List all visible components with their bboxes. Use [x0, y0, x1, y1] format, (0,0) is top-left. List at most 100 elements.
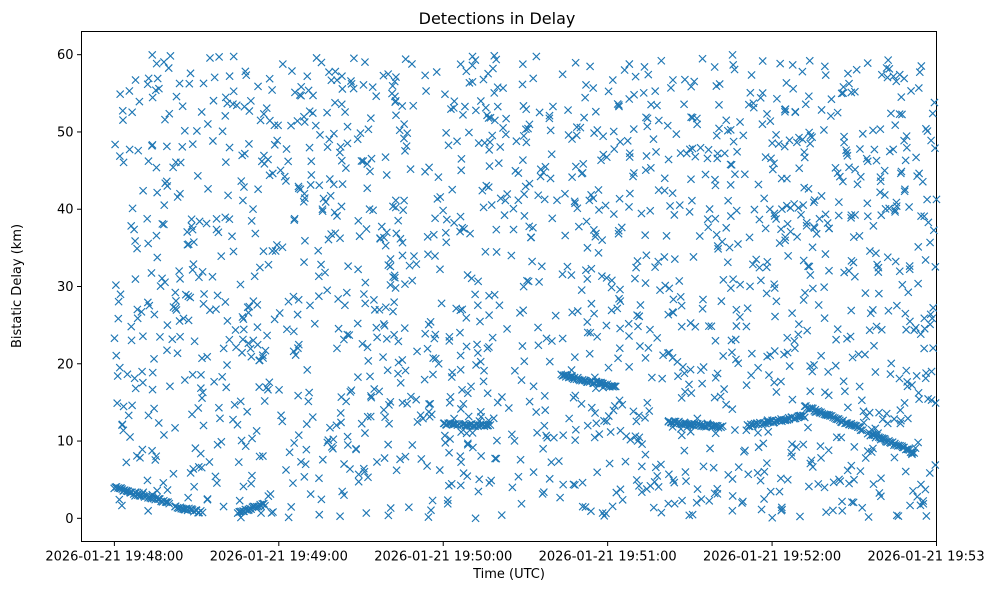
detection-marker — [722, 116, 731, 125]
detection-marker — [564, 131, 573, 140]
detection-marker — [302, 420, 311, 429]
detection-marker — [897, 93, 906, 102]
detection-marker — [591, 107, 600, 116]
detection-marker — [384, 261, 393, 270]
detection-marker — [370, 385, 379, 394]
detection-marker — [629, 407, 638, 416]
detection-marker — [771, 312, 780, 321]
detection-marker — [516, 455, 525, 464]
detection-marker — [273, 136, 282, 145]
detection-marker — [281, 176, 290, 185]
detection-marker — [719, 275, 728, 284]
detection-marker — [336, 142, 345, 151]
detection-marker — [484, 183, 493, 192]
detection-marker — [817, 191, 826, 200]
detection-marker — [208, 136, 217, 145]
detection-marker — [219, 502, 228, 511]
detection-marker — [614, 102, 623, 111]
detection-marker — [341, 108, 350, 117]
detection-marker — [874, 289, 883, 298]
detection-marker — [734, 359, 743, 368]
detection-marker — [221, 297, 230, 306]
detection-marker — [340, 460, 349, 469]
detection-marker — [835, 475, 844, 484]
detection-marker — [342, 288, 351, 297]
detection-marker — [305, 143, 314, 152]
detection-marker — [577, 286, 586, 295]
detection-marker — [782, 78, 791, 87]
detection-marker — [583, 243, 592, 252]
chart-title: Detections in Delay — [419, 9, 576, 28]
detection-marker — [519, 101, 528, 110]
detection-marker — [450, 97, 459, 106]
detection-marker — [777, 503, 786, 512]
detection-marker — [228, 232, 237, 241]
detection-marker — [394, 369, 403, 378]
detection-marker — [546, 126, 555, 135]
detection-marker — [806, 139, 815, 148]
detection-marker — [890, 453, 899, 462]
detection-marker — [232, 101, 241, 110]
detection-marker — [859, 407, 868, 416]
detection-marker — [456, 351, 465, 360]
detection-marker — [792, 138, 801, 147]
y-tick-label: 0 — [65, 512, 73, 527]
detection-marker — [337, 100, 346, 109]
detection-marker — [625, 60, 634, 69]
detection-marker — [845, 79, 854, 88]
detection-marker — [772, 387, 781, 396]
detection-marker — [687, 389, 696, 398]
detection-marker — [787, 452, 796, 461]
detection-marker — [755, 215, 764, 224]
detection-marker — [128, 401, 137, 410]
detection-marker — [777, 205, 786, 214]
detection-marker — [804, 184, 813, 193]
detection-marker — [261, 346, 270, 355]
detection-marker — [853, 180, 862, 189]
x-tick-label: 2026-01-21 19:50:00 — [374, 550, 512, 565]
detection-marker — [604, 363, 613, 372]
detection-marker — [246, 344, 255, 353]
detection-marker — [467, 382, 476, 391]
detection-marker — [910, 326, 919, 335]
detection-marker — [870, 431, 879, 440]
detection-marker — [831, 163, 840, 172]
detection-marker — [236, 280, 245, 289]
detection-marker — [144, 506, 153, 515]
detection-marker — [253, 340, 262, 349]
detection-marker — [635, 312, 644, 321]
detection-marker — [919, 496, 928, 505]
detection-marker — [772, 297, 781, 306]
detection-marker — [148, 446, 157, 455]
detection-marker — [821, 71, 830, 80]
detection-marker — [718, 237, 727, 246]
detection-marker — [605, 459, 614, 468]
detection-marker — [768, 513, 777, 522]
detection-marker — [327, 230, 336, 239]
detection-marker — [876, 492, 885, 501]
detection-marker — [920, 314, 929, 323]
detection-marker — [391, 73, 400, 82]
detection-marker — [631, 72, 640, 81]
detection-marker — [905, 262, 914, 271]
detection-marker — [540, 195, 549, 204]
detection-marker — [518, 156, 527, 165]
detection-marker — [473, 340, 482, 349]
detection-marker — [693, 485, 702, 494]
detection-marker — [144, 411, 153, 420]
detection-marker — [356, 129, 365, 138]
detection-marker — [770, 378, 779, 387]
detection-marker — [445, 336, 454, 345]
detection-marker — [210, 73, 219, 82]
detection-marker — [583, 421, 592, 430]
detection-marker — [353, 319, 362, 328]
detection-marker — [602, 153, 611, 162]
detection-marker — [162, 142, 171, 151]
detection-marker — [547, 150, 556, 159]
detection-marker — [189, 464, 198, 473]
detection-marker — [732, 305, 741, 314]
detection-marker — [817, 105, 826, 114]
detection-marker — [714, 423, 723, 432]
detection-marker — [366, 391, 375, 400]
detection-marker — [783, 333, 792, 342]
